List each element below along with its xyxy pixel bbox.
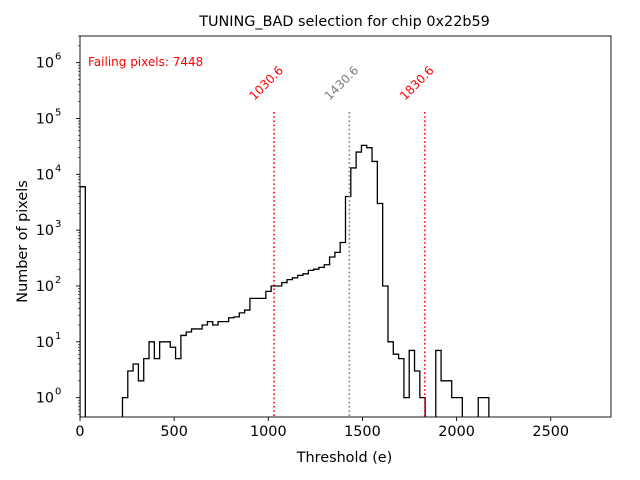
x-tick-label: 2500 xyxy=(532,424,569,440)
y-tick-label: 10 xyxy=(36,391,54,407)
x-tick-label: 1000 xyxy=(250,424,287,440)
x-tick-label: 2000 xyxy=(438,424,475,440)
y-tick-exponent: 1 xyxy=(55,331,61,342)
y-tick-label: 10 xyxy=(36,223,54,239)
y-tick-exponent: 5 xyxy=(55,107,61,118)
histogram-steps xyxy=(80,145,499,422)
y-tick-exponent: 4 xyxy=(55,163,61,174)
x-tick-label: 1500 xyxy=(344,424,381,440)
y-tick-exponent: 3 xyxy=(55,219,61,230)
y-tick-exponent: 0 xyxy=(55,387,61,398)
chart-title: TUNING_BAD selection for chip 0x22b59 xyxy=(198,14,490,30)
plot-area xyxy=(80,145,499,422)
histogram-chart: TUNING_BAD selection for chip 0x22b59 0 5… xyxy=(0,0,640,480)
failing-pixels-annotation: Failing pixels: 7448 xyxy=(88,55,203,69)
x-axis-ticks: 0 500 1000 1500 2000 2500 xyxy=(75,417,569,440)
threshold-label-0: 1030.6 xyxy=(246,63,286,103)
x-tick-label: 500 xyxy=(160,424,187,440)
x-axis-label: Threshold (e) xyxy=(296,450,393,466)
y-tick-label: 10 xyxy=(36,111,54,127)
y-tick-label: 10 xyxy=(36,56,54,72)
y-tick-label: 10 xyxy=(36,167,54,183)
threshold-label-1: 1430.6 xyxy=(322,63,362,103)
y-tick-exponent: 2 xyxy=(55,275,61,286)
y-tick-exponent: 6 xyxy=(55,52,61,63)
y-tick-label: 10 xyxy=(36,335,54,351)
threshold-label-2: 1830.6 xyxy=(397,63,437,103)
y-tick-label: 10 xyxy=(36,279,54,295)
y-axis-label: Number of pixels xyxy=(15,180,31,302)
x-tick-label: 0 xyxy=(75,424,84,440)
